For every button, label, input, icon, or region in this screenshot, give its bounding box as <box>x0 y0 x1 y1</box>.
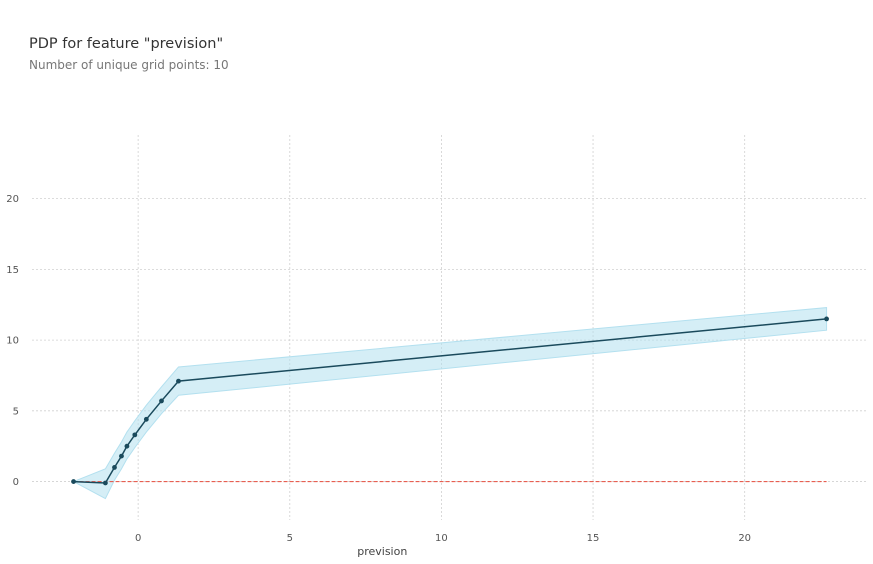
y-tick-label: 15 <box>6 265 19 276</box>
x-axis-label: prevision <box>357 545 407 558</box>
pdp-point <box>112 465 117 470</box>
chart-title: PDP for feature "prevision" <box>29 36 224 52</box>
x-tick-label: 0 <box>135 533 141 544</box>
y-tick-label: 10 <box>6 336 19 347</box>
pdp-point <box>124 443 130 449</box>
x-tick-label: 20 <box>738 533 751 544</box>
chart-subtitle: Number of unique grid points: 10 <box>29 58 229 72</box>
pdp-line <box>73 318 827 484</box>
pdp-point <box>143 416 149 422</box>
pdp-point <box>132 432 138 438</box>
y-tick-label: 5 <box>13 406 19 417</box>
pdp-point <box>176 378 181 384</box>
pdp-point <box>159 398 164 404</box>
pdp-point <box>102 480 108 486</box>
y-tick-label: 20 <box>6 194 19 205</box>
y-tick-label: 0 <box>13 477 19 488</box>
pdp-point <box>824 316 829 322</box>
pdp-point <box>119 453 124 459</box>
x-tick-label: 15 <box>587 533 600 544</box>
x-tick-label: 10 <box>435 533 448 544</box>
pdp-point <box>71 479 76 484</box>
x-tick-label: 5 <box>287 533 293 544</box>
confidence-band <box>72 307 828 500</box>
